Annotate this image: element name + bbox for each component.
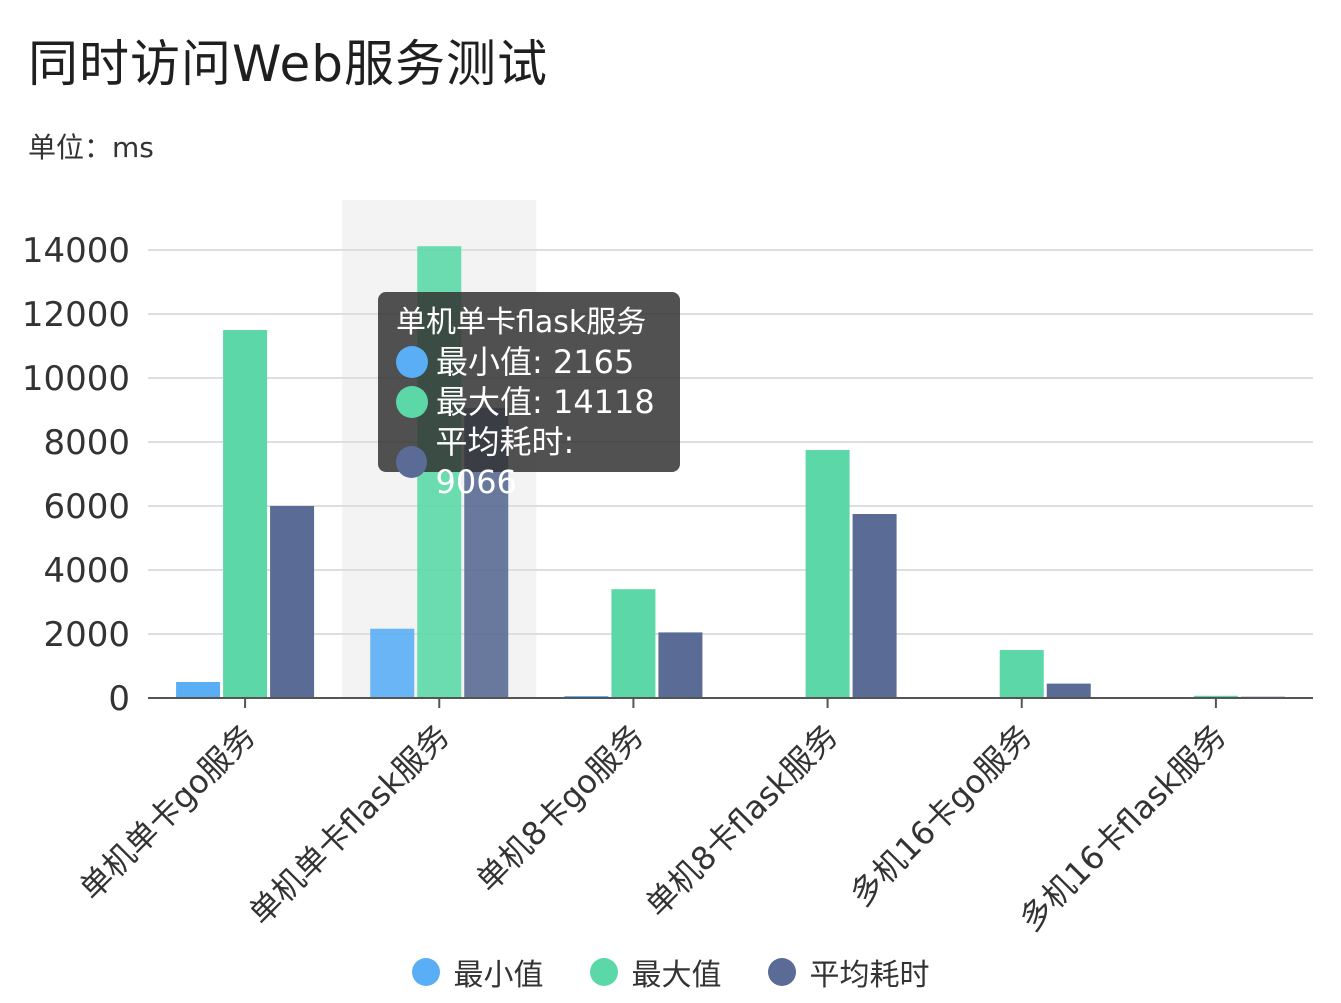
tooltip: 单机单卡flask服务 最小值: 2165 最大值: 14118 平均耗时: 9… [378,292,680,501]
legend-item-min[interactable]: 最小值 [411,950,544,994]
bar-avg[interactable] [852,514,897,698]
x-tick-label: 多机16卡flask服务 [1012,717,1234,939]
bar-max[interactable] [223,330,268,698]
chart-title: 同时访问Web服务测试 [28,35,549,93]
tooltip-dot-avg [396,446,428,478]
tooltip-text-avg: 平均耗时: 9066 [435,423,575,501]
unit-label: 单位：ms [28,131,154,164]
tooltip-dot-min [396,346,428,378]
legend-item-avg[interactable]: 平均耗时 [767,950,930,994]
legend-label-avg: 平均耗时 [809,958,930,993]
bar-max[interactable] [805,450,850,698]
x-tick-label: 单机单卡go服务 [72,717,263,908]
legend-swatch-max [589,958,618,986]
y-tick-label: 2000 [43,615,130,655]
legend-label-min: 最小值 [453,958,544,993]
bar-min[interactable] [176,682,221,698]
legend-item-max[interactable]: 最大值 [589,950,722,994]
bar-max[interactable] [1193,695,1238,698]
bar-min[interactable] [370,628,415,698]
y-tick-label: 12000 [22,295,130,335]
legend-label-max: 最大值 [631,958,722,993]
bar-max[interactable] [999,650,1044,698]
y-tick-label: 8000 [43,423,130,463]
x-tick-label: 多机16卡go服务 [842,717,1039,914]
tooltip-row-avg: 平均耗时: 9066 [396,422,662,502]
tooltip-dot-max [396,386,428,418]
bar-max[interactable] [611,589,656,698]
tooltip-row-max: 最大值: 14118 [396,382,662,422]
tooltip-title: 单机单卡flask服务 [396,305,647,340]
legend-swatch-min [411,958,440,986]
tooltip-row-min: 最小值: 2165 [396,342,662,382]
x-tick-label: 单机8卡go服务 [468,717,651,900]
y-tick-label: 0 [108,679,130,719]
x-tick-label: 单机单卡flask服务 [241,717,457,933]
legend: 最小值 最大值 平均耗时 [0,950,1341,994]
legend-swatch-avg [767,958,796,986]
y-tick-label: 4000 [43,551,130,591]
tooltip-text-min: 最小值: 2165 [436,343,635,381]
x-tick-label: 单机8卡flask服务 [638,717,845,924]
bar-avg[interactable] [1046,683,1091,698]
tooltip-text-max: 最大值: 14118 [436,383,655,421]
y-tick-label: 6000 [43,487,130,527]
y-tick-label: 14000 [22,231,130,271]
bar-avg[interactable] [270,506,315,698]
bar-avg[interactable] [658,632,703,698]
y-tick-label: 10000 [22,359,130,399]
